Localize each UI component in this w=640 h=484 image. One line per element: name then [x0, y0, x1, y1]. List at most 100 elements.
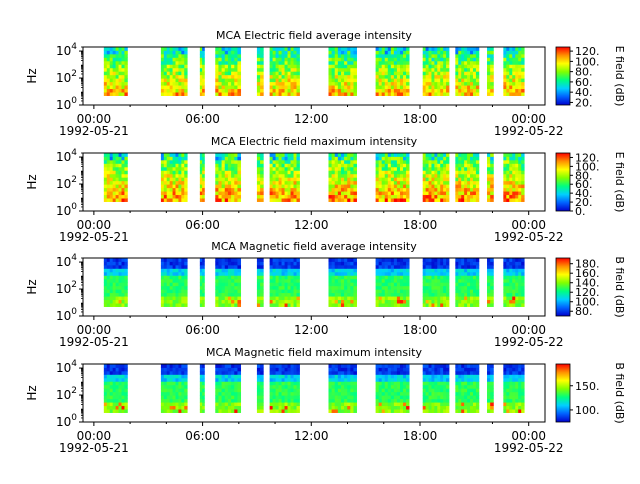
spectrogram-cell [403, 286, 406, 290]
spectrogram-cell [509, 181, 512, 185]
spectrogram-cell [161, 374, 164, 378]
spectrogram-cell [467, 286, 470, 290]
spectrogram-cell [297, 174, 300, 178]
spectrogram-cell [406, 195, 409, 199]
spectrogram-cell [338, 64, 342, 68]
spectrogram-cell [437, 153, 440, 157]
spectrogram-cell [184, 57, 187, 61]
spectrogram-cell [423, 275, 426, 279]
spectrogram-cell [270, 392, 273, 396]
spectrogram-cell [167, 406, 170, 410]
spectrogram-cell [237, 75, 241, 79]
spectrogram-cell [181, 378, 184, 382]
spectrogram-cell [353, 279, 357, 283]
spectrogram-cell [487, 258, 491, 262]
spectrogram-cell [161, 261, 164, 265]
spectrogram-cell [455, 296, 458, 300]
spectrogram-cell [487, 92, 491, 96]
spectrogram-cell [291, 279, 294, 283]
spectrogram-cell [231, 177, 235, 181]
spectrogram-cell [458, 68, 461, 72]
spectrogram-cell [113, 378, 116, 382]
spectrogram-cell [431, 406, 434, 410]
spectrogram-cell [270, 378, 273, 382]
spectrogram-cell [279, 64, 282, 68]
y-tick-label: 104 [56, 148, 77, 164]
spectrogram-cell [382, 167, 385, 171]
spectrogram-cell [113, 388, 116, 392]
spectrogram-cell [382, 293, 385, 297]
spectrogram-cell [379, 282, 382, 286]
spectrogram-cell [124, 89, 127, 93]
spectrogram-cell [467, 381, 470, 385]
spectrogram-cell [104, 75, 107, 79]
spectrogram-cell [119, 367, 122, 371]
spectrogram-cell [446, 296, 449, 300]
spectrogram-cell [202, 364, 205, 368]
spectrogram-cell [434, 184, 437, 188]
spectrogram-cell [297, 170, 300, 174]
spectrogram-cell [116, 167, 119, 171]
spectrogram-cell [347, 78, 351, 82]
spectrogram-cell [431, 78, 434, 82]
spectrogram-cell [110, 282, 113, 286]
spectrogram-cell [440, 367, 443, 371]
spectrogram-cell [376, 50, 379, 54]
spectrogram-cell [443, 258, 446, 262]
spectrogram-cell [164, 47, 167, 51]
spectrogram-cell [423, 374, 426, 378]
spectrogram-cell [297, 167, 300, 171]
spectrogram-cell [515, 174, 518, 178]
spectrogram-cell [400, 167, 403, 171]
spectrogram-cell [353, 82, 357, 86]
spectrogram-cell [521, 188, 524, 192]
spectrogram-cell [341, 300, 345, 304]
spectrogram-cell [406, 156, 409, 160]
spectrogram-cell [429, 286, 432, 290]
spectrogram-cell [423, 395, 426, 399]
spectrogram-cell [170, 395, 173, 399]
spectrogram-cell [464, 406, 467, 410]
spectrogram-cell [391, 289, 394, 293]
spectrogram-cell [167, 167, 170, 171]
spectrogram-cell [218, 381, 222, 385]
spectrogram-cell [426, 198, 429, 202]
spectrogram-cell [332, 364, 336, 368]
spectrogram-cell [344, 156, 348, 160]
spectrogram-cell [270, 381, 273, 385]
spectrogram-cell [215, 82, 219, 86]
spectrogram-cell [512, 163, 515, 167]
spectrogram-cell [237, 195, 241, 199]
spectrogram-cell [503, 406, 506, 410]
spectrogram-cell [490, 71, 494, 75]
spectrogram-cell [455, 82, 458, 86]
spectrogram-cell [503, 286, 506, 290]
spectrogram-cell [161, 402, 164, 406]
spectrogram-cell [431, 268, 434, 272]
spectrogram-cell [116, 188, 119, 192]
spectrogram-cell [490, 191, 494, 195]
spectrogram-cell [518, 286, 521, 290]
spectrogram-cell [288, 195, 291, 199]
spectrogram-cell [273, 388, 276, 392]
spectrogram-cell [231, 170, 235, 174]
spectrogram-cell [260, 392, 264, 396]
spectrogram-cell [455, 191, 458, 195]
spectrogram-cell [406, 170, 409, 174]
spectrogram-cell [350, 258, 354, 262]
spectrogram-cell [347, 184, 351, 188]
spectrogram-cell [406, 89, 409, 93]
spectrogram-cell [446, 167, 449, 171]
spectrogram-cell [388, 50, 391, 54]
spectrogram-cell [470, 50, 473, 54]
spectrogram-cell [376, 282, 379, 286]
spectrogram-cell [184, 268, 187, 272]
spectrogram-cell [434, 153, 437, 157]
spectrogram-cell [228, 174, 232, 178]
spectrogram-cell [215, 68, 219, 72]
spectrogram-cell [506, 92, 509, 96]
spectrogram-cell [443, 293, 446, 297]
spectrogram-cell [506, 409, 509, 413]
spectrogram-cell [434, 378, 437, 382]
spectrogram-cell [385, 261, 388, 265]
